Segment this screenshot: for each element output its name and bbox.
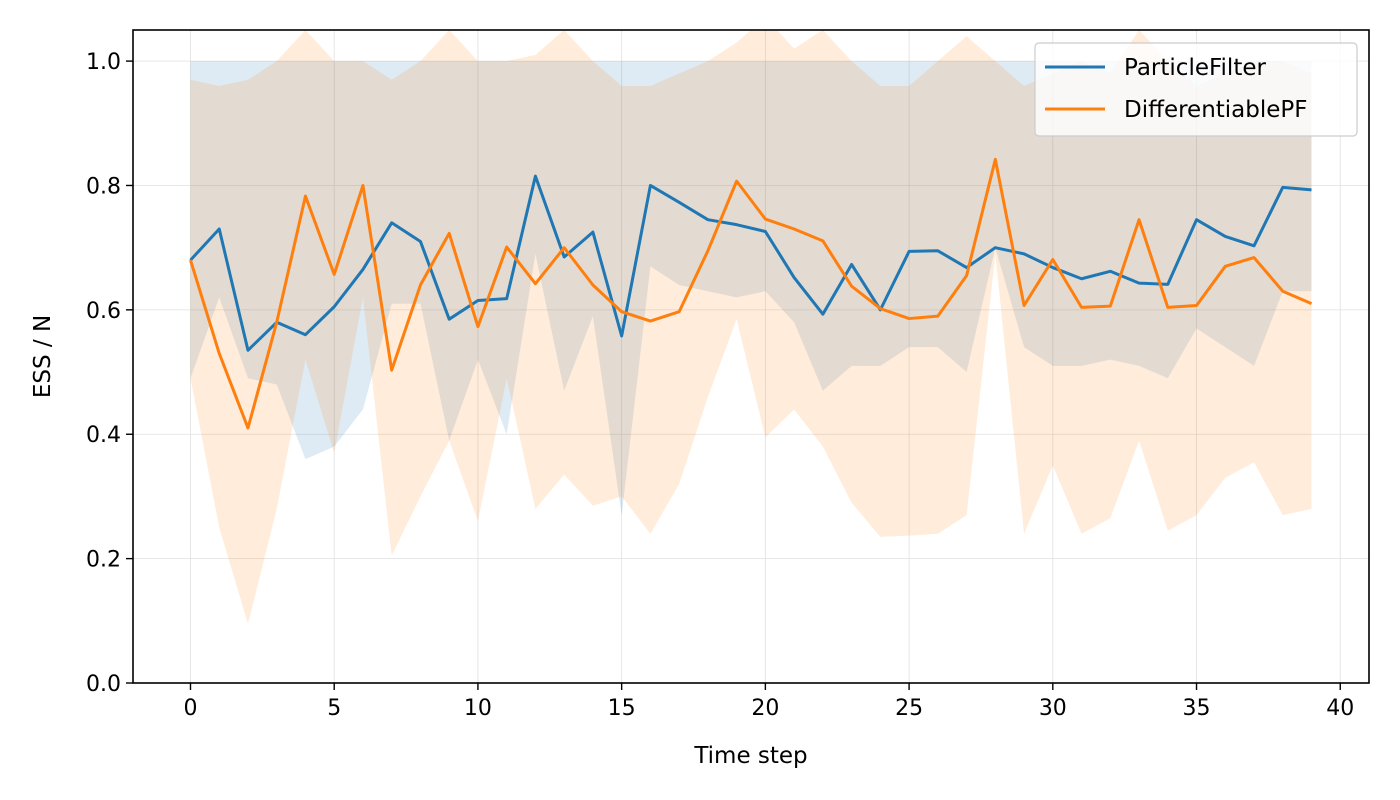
plot-frame: [132, 29, 1370, 684]
y-tick-label: 1.0: [86, 50, 121, 75]
series-lines: [189, 157, 1313, 430]
y-tick-label: 0.8: [86, 174, 121, 199]
y-tick-label: 0.0: [86, 672, 121, 697]
y-tick-label: 0.4: [86, 423, 121, 448]
confidence-bands: [190, 30, 1312, 624]
band-particlefilter: [190, 61, 1312, 516]
x-tick-label: 20: [751, 696, 779, 721]
x-tick-label: 15: [608, 696, 636, 721]
axis-ticks: 0 5 10 15 20 25 30 35 40 0.0 0.2 0.4 0.6 0.8 1.0: [86, 50, 1354, 721]
legend-label-particlefilter: ParticleFilter: [1124, 55, 1266, 81]
x-axis-label: Time step: [693, 743, 807, 769]
x-tick-label: 35: [1183, 696, 1211, 721]
legend-label-differentiablepf: DifferentiablePF: [1124, 97, 1308, 123]
legend-box: [1034, 42, 1358, 137]
x-tick-label: 25: [895, 696, 923, 721]
x-tick-label: 0: [183, 696, 197, 721]
x-tick-label: 10: [464, 696, 492, 721]
x-tick-label: 40: [1326, 696, 1354, 721]
series-line-particlefilter: [189, 174, 1312, 352]
y-tick-label: 0.2: [86, 548, 121, 573]
x-tick-label: 30: [1039, 696, 1067, 721]
legend: ParticleFilter DifferentiablePF: [1034, 42, 1358, 137]
x-tick-label: 5: [327, 696, 341, 721]
y-tick-label: 0.6: [86, 299, 121, 324]
band-differentiablepf: [190, 30, 1312, 624]
y-axis-label: ESS / N: [30, 315, 56, 398]
series-line-differentiablepf: [189, 157, 1313, 430]
